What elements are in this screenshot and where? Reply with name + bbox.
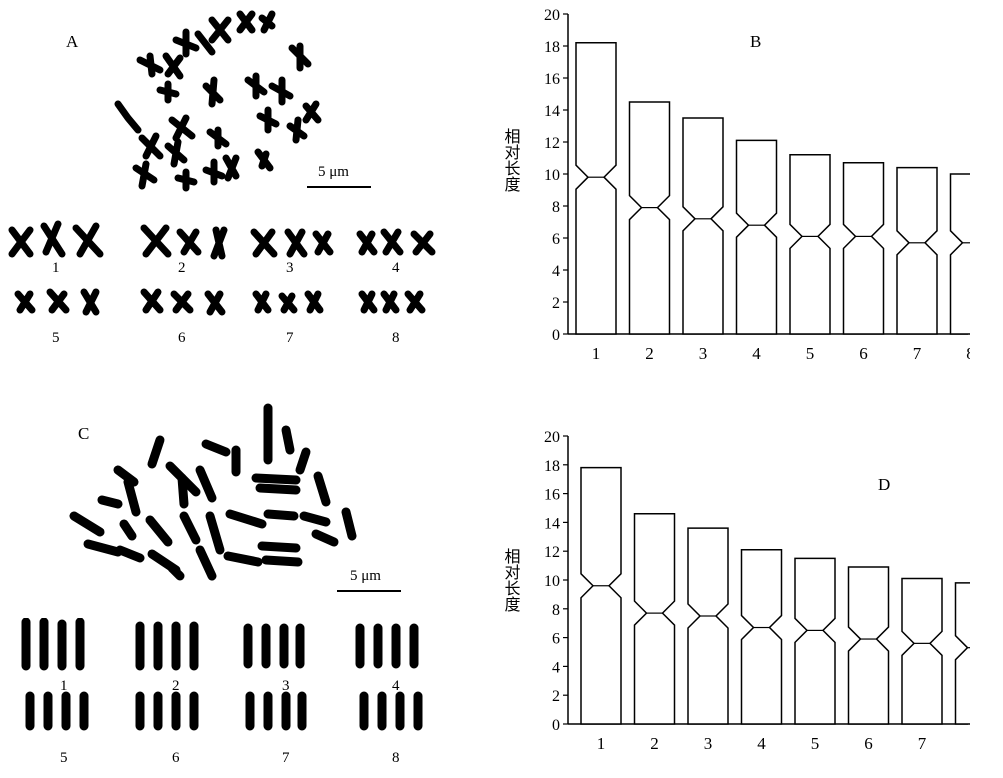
chart-b-ytick-label-1: 2 [552, 295, 560, 312]
karyotype-c-label-1: 1 [60, 678, 68, 694]
chart-d-ytick-label-1: 2 [552, 688, 560, 705]
chart-b-xtick-label-8: 8 [966, 344, 970, 363]
chart-d-ylabel: 相对长度 [502, 548, 521, 612]
chart-b-bar-1 [575, 42, 617, 335]
chart-b-xtick-label-5: 5 [806, 344, 815, 363]
chart-b-xtick-label-2: 2 [645, 344, 654, 363]
chart-b-bar-8 [949, 173, 970, 335]
chart-b-xtick-label-4: 4 [752, 344, 761, 363]
chart-d-ytick-label-0: 0 [552, 717, 560, 734]
karyotype-c-label-7: 7 [282, 750, 290, 766]
karyotype-a [8, 220, 436, 316]
chart-d-bar-4 [740, 549, 783, 725]
chart-b-ylabel: 相对长度 [502, 128, 521, 192]
chart-b-bar-5 [789, 154, 831, 335]
chart-b-bar-3 [682, 117, 724, 335]
karyotype-a-label-8: 8 [392, 330, 400, 346]
panel-a: A [0, 0, 470, 385]
chart-b-ytick-label-9: 18 [544, 39, 560, 56]
chart-d-ytick-label-8: 16 [544, 487, 560, 504]
chart-b-ytick-label-3: 6 [552, 231, 560, 248]
chart-b-xtick-label-6: 6 [859, 344, 868, 363]
scale-label-a: 5 μm [318, 164, 349, 180]
chart-d-xtick-label-1: 1 [597, 734, 606, 753]
chart-b-ytick-label-2: 4 [552, 263, 560, 280]
chart-b-bar-7 [896, 166, 938, 335]
chart-b-ytick-label-8: 16 [544, 71, 560, 88]
chart-d-xtick-label-6: 6 [864, 734, 873, 753]
chart-b-bar-6 [842, 162, 885, 335]
chart-d-xtick-label-2: 2 [650, 734, 659, 753]
karyotype-a-label-3: 3 [286, 260, 294, 276]
chart-d-ytick-label-5: 10 [544, 573, 560, 590]
chart-b-ytick-label-4: 8 [552, 199, 560, 216]
chart-d-xtick-label-5: 5 [811, 734, 820, 753]
chart-b-ytick-label-0: 0 [552, 327, 560, 344]
chart-d-bar-8 [954, 582, 970, 725]
karyotype-c-label-4: 4 [392, 678, 400, 694]
chart-b-bar-2 [628, 101, 671, 335]
karyotype-c-label-8: 8 [392, 750, 400, 766]
chart-d-title: D [878, 475, 890, 494]
karyotype-c [21, 618, 423, 731]
scale-bar-a [307, 186, 371, 188]
chart-d-bar-7 [901, 577, 943, 725]
chart-d-ytick-label-3: 6 [552, 631, 560, 648]
chart-d: 02468101214161820相对长度D12345678 [502, 429, 970, 753]
karyotype-c-label-5: 5 [60, 750, 68, 766]
metaphase-spread-c [69, 403, 357, 581]
karyotype-a-label-4: 4 [392, 260, 400, 276]
karyotype-a-label-5: 5 [52, 330, 60, 346]
karyotype-c-label-2: 2 [172, 678, 180, 694]
chart-d-ytick-label-9: 18 [544, 458, 560, 475]
chart-d-bar-3 [687, 527, 729, 725]
karyotype-c-label-6: 6 [172, 750, 180, 766]
chart-b-ytick-label-5: 10 [544, 167, 560, 184]
karyotype-a-label-6: 6 [178, 330, 186, 346]
chart-b-ytick-label-6: 12 [544, 135, 560, 152]
chart-b-bar-4 [735, 139, 778, 335]
panel-a-label: A [66, 32, 79, 51]
metaphase-spread-a [114, 10, 322, 192]
scale-bar-c [337, 590, 401, 592]
karyotype-a-label-7: 7 [286, 330, 294, 346]
scale-label-c: 5 μm [350, 568, 381, 584]
chart-d-xtick-label-4: 4 [757, 734, 766, 753]
chart-b-ytick-label-7: 14 [544, 103, 560, 120]
chart-d-ytick-label-10: 20 [544, 429, 560, 446]
chart-d-xtick-label-7: 7 [918, 734, 927, 753]
chart-b-title: B [750, 32, 761, 51]
chart-d-xtick-label-3: 3 [704, 734, 713, 753]
karyotype-a-label-2: 2 [178, 260, 186, 276]
chart-b: 02468101214161820相对长度B12345678 [502, 7, 970, 363]
chart-d-bar-1 [580, 466, 622, 725]
chart-d-ytick-label-6: 12 [544, 544, 560, 561]
chart-b-xtick-label-3: 3 [699, 344, 708, 363]
chart-d-ytick-label-4: 8 [552, 602, 560, 619]
karyotype-a-label-1: 1 [52, 260, 60, 276]
chart-b-xtick-label-7: 7 [913, 344, 922, 363]
chart-d-ytick-label-7: 14 [544, 515, 560, 532]
chart-d-ytick-label-2: 4 [552, 659, 560, 676]
panel-c: C 5 μm 1 2 3 [0, 400, 470, 778]
chart-d-bar-5 [794, 557, 836, 725]
chart-b-ytick-label-10: 20 [544, 7, 560, 24]
karyotype-c-label-3: 3 [282, 678, 290, 694]
chart-d-bar-2 [633, 513, 676, 725]
panel-c-label: C [78, 424, 90, 443]
chart-b-xtick-label-1: 1 [592, 344, 601, 363]
chart-d-bar-6 [847, 566, 890, 725]
